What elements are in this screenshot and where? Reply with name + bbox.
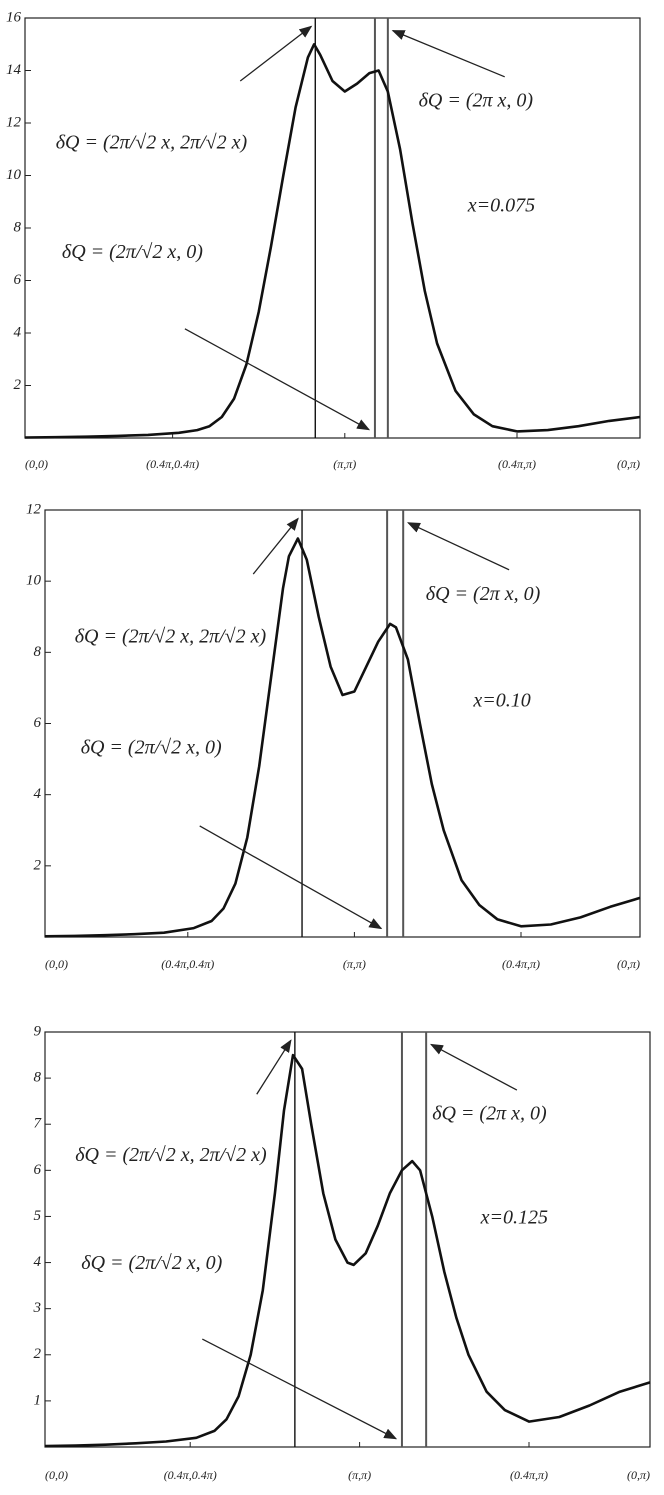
y-tick-label: 4 bbox=[34, 1254, 42, 1270]
x-tick-label: (0,π) bbox=[617, 957, 640, 971]
annotation: δQ = (2π x, 0) bbox=[432, 1103, 547, 1125]
annotation: x=0.10 bbox=[472, 690, 530, 712]
x-tick-label: (0.4π,π) bbox=[502, 957, 540, 971]
y-tick-label: 3 bbox=[33, 1300, 42, 1316]
x-tick-label: (0.4π,π) bbox=[510, 1468, 548, 1482]
y-tick-label: 2 bbox=[14, 377, 22, 393]
y-tick-label: 6 bbox=[14, 272, 22, 288]
arrow bbox=[256, 1039, 292, 1095]
y-tick-label: 5 bbox=[34, 1208, 42, 1224]
y-tick-label: 2 bbox=[34, 1346, 42, 1362]
data-line bbox=[44, 537, 641, 938]
arrow bbox=[184, 328, 371, 431]
annotation: δQ = (2π/√2 x, 2π/√2 x) bbox=[75, 1144, 267, 1166]
plot-frame bbox=[44, 1031, 651, 1448]
x-tick-label: (0,π) bbox=[627, 1468, 650, 1482]
y-tick-label: 12 bbox=[26, 501, 42, 517]
y-tick-label: 16 bbox=[6, 9, 22, 25]
y-tick-label: 2 bbox=[34, 857, 42, 873]
annotation: x=0.125 bbox=[480, 1206, 548, 1228]
annotation: δQ = (2π x, 0) bbox=[426, 583, 541, 605]
x-tick-label: (0.4π,π) bbox=[498, 457, 536, 471]
x-tick-label: (0,π) bbox=[617, 457, 640, 471]
y-tick-label: 6 bbox=[34, 715, 42, 731]
y-tick-label: 9 bbox=[34, 1023, 42, 1039]
y-tick-label: 6 bbox=[34, 1162, 42, 1178]
arrow bbox=[239, 25, 313, 82]
y-tick-label: 7 bbox=[34, 1116, 43, 1132]
x-tick-label: (π,π) bbox=[333, 457, 356, 471]
y-tick-label: 10 bbox=[6, 167, 22, 183]
arrow bbox=[391, 29, 505, 78]
y-tick-label: 4 bbox=[14, 324, 22, 340]
annotation: δQ = (2π/√2 x, 2π/√2 x) bbox=[56, 132, 248, 154]
x-tick-label: (0.4π,0.4π) bbox=[146, 457, 199, 471]
x-tick-label: (π,π) bbox=[343, 957, 366, 971]
arrow bbox=[407, 522, 510, 571]
arrow bbox=[199, 825, 383, 930]
data-line bbox=[44, 1053, 651, 1448]
x-tick-label: (0,0) bbox=[45, 1468, 68, 1482]
y-tick-label: 14 bbox=[6, 62, 22, 78]
arrow bbox=[252, 517, 299, 575]
annotation: δQ = (2π/√2 x, 0) bbox=[62, 241, 203, 263]
x-tick-label: (0,0) bbox=[25, 457, 48, 471]
x-tick-label: (0.4π,0.4π) bbox=[164, 1468, 217, 1482]
data-line bbox=[24, 43, 641, 439]
x-tick-label: (π,π) bbox=[348, 1468, 371, 1482]
x-tick-label: (0,0) bbox=[45, 957, 68, 971]
annotation: x=0.075 bbox=[467, 195, 535, 217]
annotation: δQ = (2π/√2 x, 2π/√2 x) bbox=[75, 626, 267, 648]
y-tick-label: 1 bbox=[34, 1392, 42, 1408]
arrow bbox=[430, 1043, 518, 1091]
y-tick-label: 8 bbox=[34, 644, 42, 660]
y-tick-label: 8 bbox=[14, 219, 22, 235]
annotation: δQ = (2π x, 0) bbox=[419, 90, 534, 112]
y-tick-label: 8 bbox=[34, 1070, 42, 1086]
arrow bbox=[202, 1338, 398, 1440]
y-tick-label: 4 bbox=[34, 786, 42, 802]
annotation: δQ = (2π/√2 x, 0) bbox=[81, 1252, 222, 1274]
y-tick-label: 10 bbox=[26, 573, 42, 589]
plot-frame bbox=[44, 509, 641, 938]
annotation: δQ = (2π/√2 x, 0) bbox=[81, 737, 222, 759]
y-tick-label: 12 bbox=[6, 114, 22, 130]
x-tick-label: (0.4π,0.4π) bbox=[161, 957, 214, 971]
